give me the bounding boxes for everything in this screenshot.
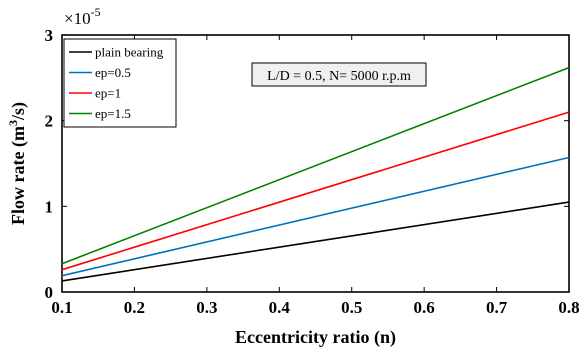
legend: plain bearing ep=0.5 ep=1 ep=1.5 — [63, 38, 177, 128]
series-line-3 — [61, 111, 570, 271]
legend-label: ep=1 — [95, 86, 121, 101]
series-line-1 — [61, 201, 570, 282]
y-axis-title: Flow rate (m3/s) — [6, 102, 29, 225]
x-tick-label: 0.6 — [414, 298, 435, 317]
legend-label: ep=1.5 — [95, 106, 131, 121]
legend-entry: ep=0.5 — [69, 65, 131, 80]
annotation-frame — [251, 62, 427, 87]
series-line-4 — [61, 66, 570, 265]
y-tick-label: 2 — [45, 112, 54, 131]
legend-entry: plain bearing — [69, 45, 164, 60]
y-tick-label: 1 — [45, 197, 54, 216]
series-line-2 — [61, 156, 570, 277]
legend-entry: ep=1 — [69, 86, 121, 101]
x-tick-label: 0.5 — [341, 298, 362, 317]
x-tick-label: 0.8 — [558, 298, 579, 317]
x-tick-label: 0.2 — [124, 298, 145, 317]
y-tick-label: 0 — [45, 283, 54, 302]
x-tick-label: 0.4 — [269, 298, 291, 317]
legend-frame — [63, 38, 177, 128]
legend-label: ep=0.5 — [95, 65, 131, 80]
legend-entry: ep=1.5 — [69, 106, 131, 121]
y-tick-label: 3 — [45, 26, 54, 45]
x-tick-label: 0.1 — [51, 298, 72, 317]
series-layer — [61, 66, 570, 282]
annotation-box: L/D = 0.5, N= 5000 r.p.m — [251, 62, 427, 87]
ticks-layer: 0.1 0.2 0.3 0.4 0.5 0.6 0.7 0.8 0 1 2 3 — [45, 26, 580, 317]
y-axis-multiplier: ×10-5 — [64, 5, 101, 28]
annotation-text: L/D = 0.5, N= 5000 r.p.m — [267, 69, 411, 84]
x-axis-title: Eccentricity ratio (n) — [235, 327, 396, 348]
x-tick-label: 0.3 — [196, 298, 217, 317]
legend-label: plain bearing — [95, 45, 164, 60]
x-tick-label: 0.7 — [486, 298, 508, 317]
